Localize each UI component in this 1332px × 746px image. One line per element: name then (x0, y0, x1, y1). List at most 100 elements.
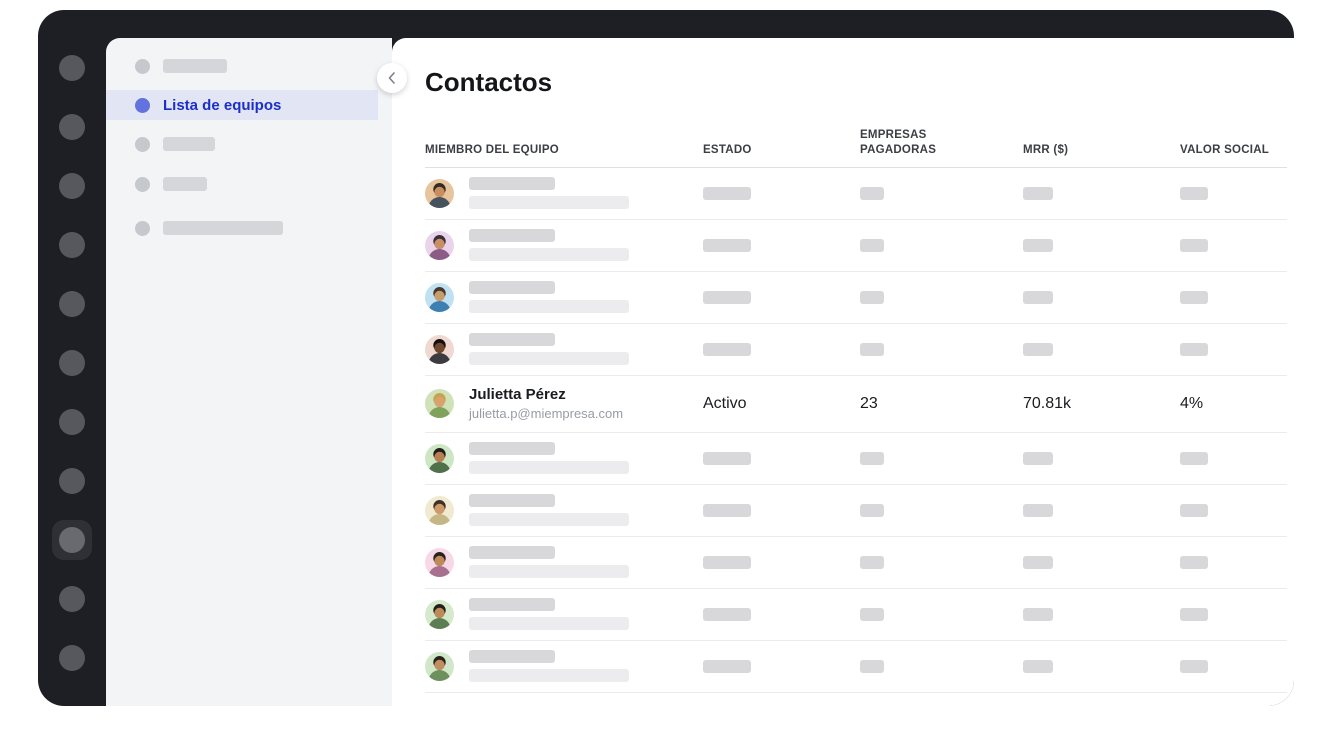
skeleton-bar (163, 177, 207, 191)
member-cell (425, 546, 703, 579)
rail-icon-placeholder[interactable] (52, 166, 92, 206)
circle-icon (59, 55, 85, 81)
skeleton-bar (1023, 342, 1053, 356)
sidebar-item-placeholder[interactable] (106, 50, 392, 82)
rail-icon-placeholder[interactable] (52, 284, 92, 324)
sidebar-item-placeholder[interactable] (106, 168, 392, 200)
rail-icon-placeholder[interactable] (52, 225, 92, 265)
skeleton-bar (469, 281, 555, 295)
rail-icon-placeholder[interactable] (52, 48, 92, 88)
collapse-sidebar-button[interactable] (377, 63, 407, 93)
skeleton-bar (469, 177, 555, 191)
skeleton-bar (469, 196, 629, 210)
circle-icon (59, 232, 85, 258)
skeleton-bar (469, 229, 555, 243)
column-header-mrr: MRR ($) (1023, 143, 1069, 156)
skeleton-bar (1023, 186, 1053, 200)
contact-name: Julietta Pérez (469, 386, 566, 404)
sidebar-item-lista-de-equipos[interactable]: Lista de equipos (106, 90, 378, 120)
skeleton-bar (860, 186, 884, 200)
avatar (425, 599, 454, 629)
rail-icon-placeholder[interactable] (52, 579, 92, 619)
column-header-empresas: EMPRESAS PAGADORAS (860, 129, 937, 156)
skeleton-bar (703, 555, 751, 569)
placeholder-icon (135, 220, 150, 236)
skeleton-bar (1023, 503, 1053, 517)
circle-icon (59, 645, 85, 671)
skeleton-bar (469, 598, 555, 612)
member-cell (425, 281, 703, 314)
table-row[interactable] (425, 324, 1287, 376)
skeleton-bar (469, 617, 629, 631)
avatar (425, 651, 454, 681)
icon-rail (38, 10, 106, 706)
skeleton-bar (469, 300, 629, 314)
rail-icon-placeholder[interactable] (52, 107, 92, 147)
avatar (425, 547, 454, 577)
table-row[interactable] (425, 485, 1287, 537)
member-cell (425, 177, 703, 210)
skeleton-bar (703, 503, 751, 517)
circle-icon (59, 350, 85, 376)
circle-icon (59, 468, 85, 494)
page-title: Contactos (425, 67, 553, 97)
circle-icon (59, 173, 85, 199)
table-row[interactable] (425, 537, 1287, 589)
skeleton-bar (469, 442, 555, 456)
skeleton-bar (1180, 659, 1208, 673)
table-row[interactable] (425, 168, 1287, 220)
column-header-estado: ESTADO (703, 143, 752, 156)
member-cell (425, 598, 703, 631)
avatar (425, 334, 454, 364)
skeleton-bar (1023, 290, 1053, 304)
rail-icon-placeholder[interactable] (52, 638, 92, 678)
skeleton-bar (703, 342, 751, 356)
rail-icon-active[interactable] (52, 520, 92, 560)
chevron-left-icon (388, 72, 395, 84)
skeleton-bar (163, 221, 283, 235)
member-cell (425, 494, 703, 527)
main-panel: Contactos MIEMBRO DEL EQUIPO ESTADO EMPR… (392, 38, 1294, 706)
table-row[interactable] (425, 433, 1287, 485)
sidebar-item-placeholder[interactable] (106, 128, 392, 160)
cell-valor-social: 4% (1180, 394, 1204, 412)
skeleton-bar (703, 451, 751, 465)
skeleton-bar (1180, 186, 1208, 200)
table-row[interactable] (425, 272, 1287, 324)
skeleton-bar (469, 546, 555, 560)
placeholder-icon (135, 176, 150, 192)
skeleton-bar (860, 659, 884, 673)
skeleton-bar (860, 451, 884, 465)
sidebar-item-placeholder[interactable] (106, 212, 392, 244)
app-window: Lista de equipos Contactos MIEMBRO DEL E… (38, 10, 1294, 706)
skeleton-bar (163, 137, 215, 151)
bullet-icon (135, 97, 150, 113)
skeleton-bar (469, 513, 629, 527)
skeleton-bar (860, 607, 884, 621)
cell-mrr: 70.81k (1023, 394, 1072, 412)
skeleton-bar (860, 238, 884, 252)
rail-icon-placeholder[interactable] (52, 461, 92, 501)
table-row[interactable] (425, 641, 1287, 693)
circle-icon (59, 527, 85, 553)
circle-icon (59, 291, 85, 317)
member-cell (425, 229, 703, 262)
column-header-miembro: MIEMBRO DEL EQUIPO (425, 143, 559, 156)
rail-icon-placeholder[interactable] (52, 343, 92, 383)
skeleton-bar (703, 238, 751, 252)
avatar (425, 178, 454, 208)
member-cell: Julietta Pérez julietta.p@miempresa.com (425, 386, 703, 421)
skeleton-bar (1023, 555, 1053, 569)
circle-icon (59, 586, 85, 612)
placeholder-icon (135, 58, 150, 74)
column-header-valor-social: VALOR SOCIAL (1180, 143, 1270, 156)
rail-icon-placeholder[interactable] (52, 402, 92, 442)
table-row[interactable] (425, 589, 1287, 641)
table-row-julietta[interactable]: Julietta Pérez julietta.p@miempresa.com … (425, 376, 1287, 433)
skeleton-bar (469, 650, 555, 664)
member-cell (425, 333, 703, 366)
table-row[interactable] (425, 220, 1287, 272)
placeholder-icon (135, 136, 150, 152)
skeleton-bar (1180, 238, 1208, 252)
skeleton-bar (163, 59, 227, 73)
